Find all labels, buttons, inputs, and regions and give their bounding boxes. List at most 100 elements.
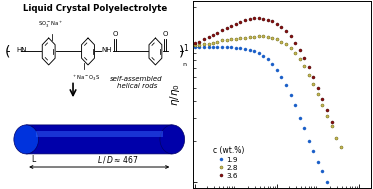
1.9 <box>270 63 274 65</box>
3.6 <box>316 87 320 89</box>
2.8 <box>252 36 256 38</box>
3.6 <box>293 41 297 44</box>
3.6 <box>207 36 211 39</box>
3.6 <box>252 17 256 20</box>
1.9 <box>211 46 215 48</box>
1.9 <box>311 150 315 152</box>
3.6 <box>306 66 311 68</box>
Text: D: D <box>21 133 26 142</box>
2.8 <box>261 35 265 38</box>
1.9 <box>192 46 197 48</box>
Text: self-assembled
helical rods: self-assembled helical rods <box>110 76 163 89</box>
Ellipse shape <box>14 125 38 154</box>
1.9 <box>224 46 229 48</box>
2.8 <box>302 65 306 67</box>
3.6 <box>224 27 229 29</box>
1.9 <box>261 55 265 57</box>
2.8 <box>215 40 220 43</box>
2.8 <box>224 39 229 41</box>
1.9 <box>297 116 302 119</box>
2.8 <box>243 37 247 39</box>
3.6 <box>248 18 252 20</box>
Line: 2.8: 2.8 <box>193 35 342 149</box>
2.8 <box>289 47 293 49</box>
3.6 <box>192 41 197 44</box>
1.9 <box>275 69 279 71</box>
Text: L: L <box>32 155 36 164</box>
Text: $\downarrow$: $\downarrow$ <box>23 140 30 148</box>
2.8 <box>316 93 320 95</box>
2.8 <box>211 41 215 44</box>
1.9 <box>252 50 256 53</box>
3.6 <box>215 32 220 34</box>
2.8 <box>275 38 279 41</box>
Text: O: O <box>162 31 167 37</box>
Text: NH: NH <box>101 47 112 53</box>
1.9 <box>207 46 211 48</box>
3.6 <box>325 109 329 111</box>
1.9 <box>320 170 325 172</box>
2.8 <box>330 125 334 127</box>
1.9 <box>289 94 293 96</box>
2.8 <box>311 83 315 85</box>
1.9 <box>256 52 261 54</box>
FancyBboxPatch shape <box>26 125 172 154</box>
3.6 <box>320 98 325 100</box>
3.6 <box>284 30 288 33</box>
Text: n: n <box>182 62 186 67</box>
Text: $L\,/\,D\approx\,467$: $L\,/\,D\approx\,467$ <box>97 154 139 165</box>
3.6 <box>289 35 293 38</box>
2.8 <box>279 40 283 43</box>
1.9 <box>325 181 329 183</box>
3.6 <box>233 23 238 25</box>
1.9 <box>243 48 247 50</box>
2.8 <box>202 43 206 45</box>
1.9 <box>265 58 270 60</box>
1.9 <box>233 46 238 49</box>
Text: HN: HN <box>16 47 26 53</box>
3.6 <box>302 57 306 59</box>
Text: $)$: $)$ <box>178 43 185 60</box>
3.6 <box>197 40 201 43</box>
3.6 <box>330 120 334 123</box>
3.6 <box>311 76 315 78</box>
2.8 <box>229 38 233 41</box>
3.6 <box>211 34 215 36</box>
2.8 <box>338 146 343 149</box>
3.6 <box>229 25 233 27</box>
3.6 <box>265 19 270 21</box>
2.8 <box>192 44 197 46</box>
3.6 <box>243 19 247 22</box>
2.8 <box>256 35 261 38</box>
Text: $^+$Na$^-$O$_3$S: $^+$Na$^-$O$_3$S <box>72 73 100 83</box>
2.8 <box>284 43 288 45</box>
2.8 <box>297 58 302 60</box>
2.8 <box>265 36 270 38</box>
1.9 <box>279 76 283 78</box>
2.8 <box>233 38 238 40</box>
Polygon shape <box>35 131 163 137</box>
3.6 <box>238 21 242 23</box>
1.9 <box>197 46 201 48</box>
2.8 <box>325 115 329 117</box>
3.6 <box>297 49 302 51</box>
Y-axis label: $\eta/\eta_0$: $\eta/\eta_0$ <box>168 83 182 106</box>
1.9 <box>284 84 288 87</box>
1.9 <box>248 49 252 51</box>
3.6 <box>256 17 261 20</box>
2.8 <box>334 137 338 140</box>
Text: $($: $($ <box>4 43 10 60</box>
1.9 <box>302 127 306 129</box>
Text: O: O <box>113 31 118 37</box>
3.6 <box>220 29 224 32</box>
1.9 <box>316 161 320 163</box>
3.6 <box>261 18 265 20</box>
2.8 <box>293 52 297 54</box>
2.8 <box>270 37 274 39</box>
1.9 <box>293 104 297 106</box>
Line: 3.6: 3.6 <box>193 17 333 123</box>
1.9 <box>215 46 220 48</box>
1.9 <box>306 140 311 143</box>
2.8 <box>220 39 224 42</box>
1.9 <box>238 47 242 49</box>
